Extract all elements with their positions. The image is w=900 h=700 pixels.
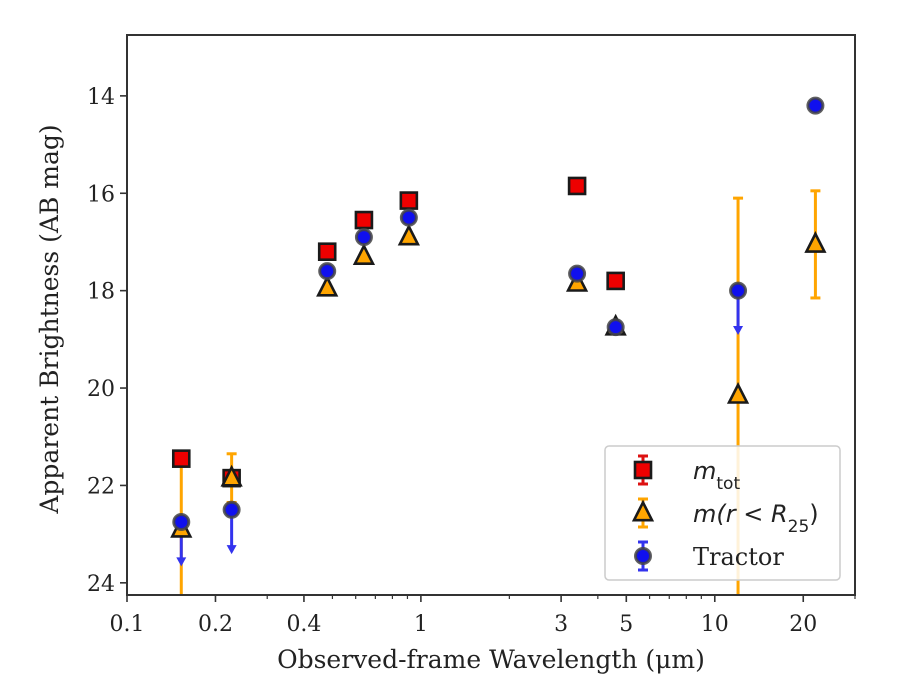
y-tick-label: 16 — [87, 182, 115, 207]
data-point-triangle — [220, 464, 243, 487]
legend: mtot m(r < R25) Tractor — [604, 445, 841, 581]
data-point-square — [399, 191, 419, 210]
data-point-triangle — [397, 223, 420, 246]
data-point-circle — [172, 512, 191, 531]
upper-limit-arrow — [733, 326, 744, 336]
data-point-square — [317, 242, 337, 261]
data-point-circle — [606, 318, 625, 337]
x-tick-label: 20 — [789, 612, 817, 637]
legend-label: mtot — [693, 457, 740, 494]
axes-frame — [126, 34, 856, 596]
data-point-circle — [729, 281, 748, 300]
data-marks — [170, 96, 827, 595]
data-point-triangle — [316, 274, 339, 297]
legend-marker-triangle — [631, 499, 655, 522]
data-point-circle — [354, 228, 373, 247]
legend-marker-circle — [634, 547, 652, 565]
data-point-circle — [318, 262, 337, 281]
upper-limit-arrow — [226, 545, 237, 555]
legend-label: m(r < R25) — [693, 500, 819, 537]
data-point-triangle — [726, 381, 750, 404]
y-axis: 14 16 18 20 22 24 — [87, 85, 127, 597]
x-axis: 0.1 0.2 0.4 1 3 5 10 20 — [110, 595, 856, 637]
data-point-square — [606, 271, 625, 291]
x-tick-label: 1 — [414, 612, 428, 637]
x-tick-label: 3 — [554, 612, 568, 637]
legend-marker-square — [633, 460, 653, 480]
data-point-circle — [568, 264, 587, 283]
data-point-square — [171, 449, 191, 468]
x-tick-label: 0.2 — [198, 612, 233, 637]
data-point-circle — [222, 500, 241, 519]
data-point-triangle — [352, 243, 376, 266]
y-axis-label: Apparent Brightness (AB mag) — [35, 124, 64, 514]
x-axis-label: Observed-frame Wavelength (μm) — [277, 645, 705, 674]
legend-box — [604, 445, 841, 581]
data-point-circle — [806, 96, 825, 115]
upper-limit-arrow — [176, 557, 187, 567]
x-tick-label: 0.4 — [286, 612, 321, 637]
data-point-circle — [399, 208, 418, 227]
data-point-square — [354, 210, 374, 230]
data-point-triangle — [804, 230, 827, 253]
x-tick-label: 0.1 — [110, 612, 145, 637]
data-point-square — [567, 176, 587, 196]
y-tick-label: 24 — [87, 572, 115, 597]
y-tick-label: 14 — [87, 85, 115, 110]
legend-label: Tractor — [693, 543, 784, 571]
x-tick-label: 10 — [701, 612, 729, 637]
x-tick-label: 5 — [619, 612, 633, 637]
y-tick-label: 20 — [87, 377, 115, 402]
y-tick-label: 22 — [87, 474, 115, 499]
y-tick-label: 18 — [87, 280, 115, 305]
